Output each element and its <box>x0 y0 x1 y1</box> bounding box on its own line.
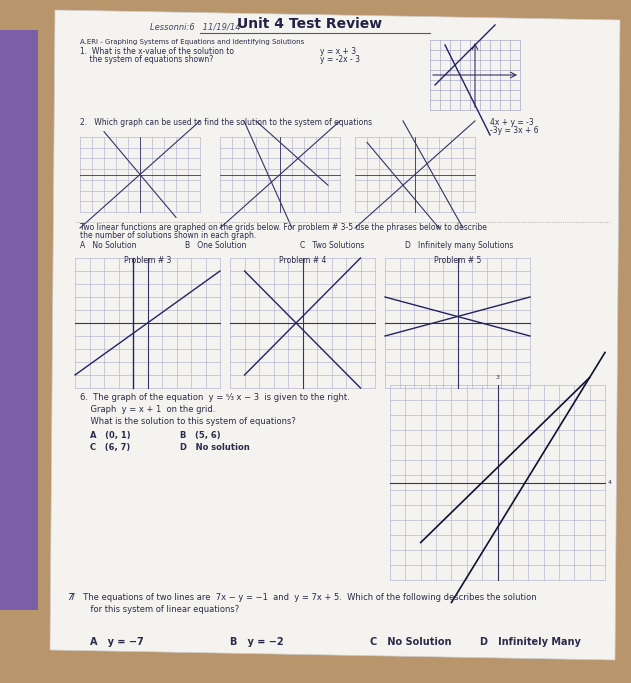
Text: 1.  What is the x-value of the solution to: 1. What is the x-value of the solution t… <box>80 47 234 56</box>
Text: y = -2x - 3: y = -2x - 3 <box>320 55 360 64</box>
Text: D   No solution: D No solution <box>180 443 250 452</box>
Text: Two linear functions are graphed on the grids below. For problem # 3-5 use the p: Two linear functions are graphed on the … <box>80 223 487 232</box>
Text: A.ERI - Graphing Systems of Equations and Identifying Solutions: A.ERI - Graphing Systems of Equations an… <box>80 39 304 45</box>
Text: A   No Solution: A No Solution <box>80 241 136 250</box>
Text: 7   The equations of two lines are  7x − y = −1  and  y = 7x + 5.  Which of the : 7 The equations of two lines are 7x − y … <box>70 593 536 602</box>
Text: -3y = 3x + 6: -3y = 3x + 6 <box>490 126 539 135</box>
Bar <box>0 30 38 610</box>
Text: C   No Solution: C No Solution <box>370 637 452 647</box>
Text: for this system of linear equations?: for this system of linear equations? <box>80 605 239 614</box>
Text: 6.  The graph of the equation  y = ⁵⁄₃ x − 3  is given to the right.: 6. The graph of the equation y = ⁵⁄₃ x −… <box>80 393 350 402</box>
Text: What is the solution to this system of equations?: What is the solution to this system of e… <box>80 417 296 426</box>
Text: D   Infinitely Many: D Infinitely Many <box>480 637 581 647</box>
Text: D   Infinitely many Solutions: D Infinitely many Solutions <box>405 241 514 250</box>
Text: the system of equations shown?: the system of equations shown? <box>80 55 213 64</box>
Text: Lessonni:6   11/19/14: Lessonni:6 11/19/14 <box>150 23 240 32</box>
Text: 3: 3 <box>495 375 500 380</box>
Text: Unit 4 Test Review: Unit 4 Test Review <box>237 17 382 31</box>
Text: 7: 7 <box>67 593 73 602</box>
Text: 4x + y = -3: 4x + y = -3 <box>490 118 534 127</box>
Text: y = x + 3: y = x + 3 <box>320 47 356 56</box>
Text: Graph  y = x + 1  on the grid.: Graph y = x + 1 on the grid. <box>80 405 215 414</box>
Text: Problem # 3: Problem # 3 <box>124 256 171 265</box>
Text: A   (0, 1): A (0, 1) <box>90 431 131 440</box>
Text: Problem # 4: Problem # 4 <box>279 256 326 265</box>
Text: the number of solutions shown in each graph.: the number of solutions shown in each gr… <box>80 231 256 240</box>
Text: C   Two Solutions: C Two Solutions <box>300 241 364 250</box>
Text: A   y = −7: A y = −7 <box>90 637 144 647</box>
Text: B   (5, 6): B (5, 6) <box>180 431 221 440</box>
Text: 2.   Which graph can be used to find the solution to the system of equations: 2. Which graph can be used to find the s… <box>80 118 372 127</box>
Text: B   y = −2: B y = −2 <box>230 637 283 647</box>
Text: C   (6, 7): C (6, 7) <box>90 443 130 452</box>
Text: 4: 4 <box>608 480 612 485</box>
Polygon shape <box>50 10 620 660</box>
Text: B   One Solution: B One Solution <box>185 241 246 250</box>
Text: Problem # 5: Problem # 5 <box>434 256 481 265</box>
